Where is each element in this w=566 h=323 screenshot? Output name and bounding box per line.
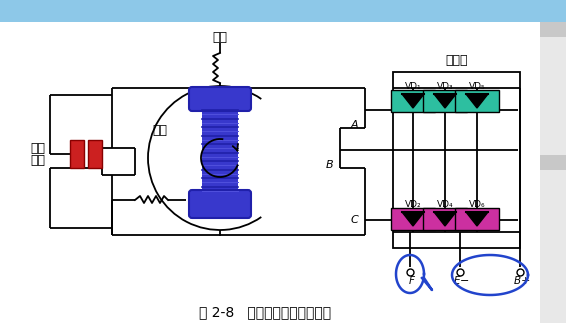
Text: E: E	[454, 276, 460, 286]
Text: VD₆: VD₆	[469, 200, 485, 209]
Bar	[423, 90, 467, 112]
Bar	[455, 208, 499, 230]
Bar	[391, 90, 435, 112]
Bar	[540, 155, 566, 170]
Bar	[423, 208, 467, 230]
Polygon shape	[402, 212, 424, 226]
Polygon shape	[466, 94, 488, 108]
Text: VD₃: VD₃	[437, 81, 453, 90]
Text: VD₅: VD₅	[469, 81, 485, 90]
Bar	[540, 22, 566, 37]
Bar	[391, 208, 435, 230]
Text: C: C	[350, 215, 358, 225]
Bar	[202, 108, 238, 193]
FancyBboxPatch shape	[189, 87, 251, 111]
Bar	[393, 72, 520, 248]
Polygon shape	[434, 94, 456, 108]
Text: B: B	[513, 276, 521, 286]
Bar	[88, 140, 102, 168]
Polygon shape	[434, 212, 456, 226]
FancyBboxPatch shape	[189, 190, 251, 218]
Text: 电刷: 电刷	[31, 153, 45, 166]
Text: A: A	[350, 120, 358, 130]
Text: +: +	[520, 276, 530, 286]
Text: 整流器: 整流器	[445, 54, 468, 67]
Bar	[455, 90, 499, 112]
Text: 定子: 定子	[212, 30, 228, 44]
Polygon shape	[466, 212, 488, 226]
Text: 图 2-8   交流发电机工作原理图: 图 2-8 交流发电机工作原理图	[199, 305, 331, 319]
Wedge shape	[220, 97, 294, 219]
Bar	[70, 140, 84, 168]
Bar	[0, 0, 566, 22]
Bar	[540, 22, 566, 323]
Text: VD₁: VD₁	[405, 81, 421, 90]
Text: F: F	[409, 276, 415, 286]
Text: VD₂: VD₂	[405, 200, 421, 209]
Polygon shape	[402, 94, 424, 108]
Text: VD₄: VD₄	[437, 200, 453, 209]
Text: −: −	[460, 276, 470, 286]
Text: 转子: 转子	[152, 123, 168, 137]
Text: 滑环: 滑环	[31, 141, 45, 154]
Text: B: B	[325, 160, 333, 170]
